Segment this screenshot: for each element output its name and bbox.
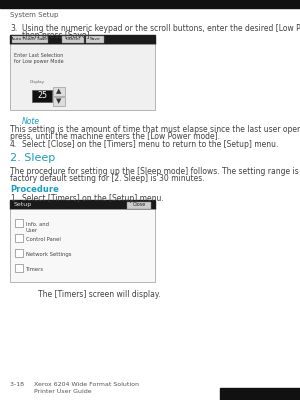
Text: User: User bbox=[26, 228, 38, 232]
Text: Procedure: Procedure bbox=[10, 185, 59, 194]
Text: for Low power Mode: for Low power Mode bbox=[14, 59, 64, 64]
Text: Select [Timers] on the [Setup] menu.: Select [Timers] on the [Setup] menu. bbox=[22, 194, 164, 203]
Text: 3-18     Xerox 6204 Wide Format Solution: 3-18 Xerox 6204 Wide Format Solution bbox=[10, 382, 139, 387]
Bar bbox=[15, 264, 23, 272]
Text: System Setup: System Setup bbox=[10, 12, 58, 18]
Text: factory default setting for [2. Sleep] is 30 minutes.: factory default setting for [2. Sleep] i… bbox=[10, 174, 205, 183]
Text: Timers: Timers bbox=[26, 267, 44, 272]
Text: then press [Save].: then press [Save]. bbox=[22, 30, 92, 40]
Text: Close: Close bbox=[132, 202, 146, 208]
Text: The [Timers] screen will display.: The [Timers] screen will display. bbox=[38, 290, 160, 299]
Bar bbox=[220, 388, 300, 400]
Text: 3.: 3. bbox=[10, 24, 17, 33]
Bar bbox=[86, 36, 104, 43]
Text: Control Panel: Control Panel bbox=[26, 237, 61, 242]
Text: Cancel: Cancel bbox=[66, 38, 80, 42]
Text: Select [Close] on the [Timers] menu to return to the [Setup] menu.: Select [Close] on the [Timers] menu to r… bbox=[22, 140, 278, 149]
Bar bbox=[53, 97, 65, 106]
Text: Setup: Setup bbox=[14, 202, 32, 207]
Text: Network Settings: Network Settings bbox=[26, 252, 71, 257]
Text: Display: Display bbox=[30, 80, 45, 84]
Bar bbox=[15, 249, 23, 257]
Bar bbox=[10, 200, 155, 209]
Text: Note: Note bbox=[22, 117, 40, 126]
Bar bbox=[15, 219, 23, 227]
Text: press, until the machine enters the [Low Power mode].: press, until the machine enters the [Low… bbox=[10, 132, 220, 141]
Text: 2. Sleep: 2. Sleep bbox=[10, 153, 55, 163]
Text: ▼: ▼ bbox=[56, 98, 62, 104]
Text: This setting is the amount of time that must elapse since the last user operatio: This setting is the amount of time that … bbox=[10, 125, 300, 134]
Bar bbox=[32, 90, 52, 102]
Text: Info. and: Info. and bbox=[26, 222, 49, 227]
Text: The procedure for setting up the [Sleep mode] follows. The setting range is 5 to: The procedure for setting up the [Sleep … bbox=[10, 167, 300, 176]
Bar bbox=[53, 87, 65, 96]
Text: Printer User Guide: Printer User Guide bbox=[10, 389, 92, 394]
Bar bbox=[15, 234, 23, 242]
Bar bbox=[10, 44, 155, 110]
Text: ▲: ▲ bbox=[56, 88, 62, 94]
Bar bbox=[0, 0, 300, 8]
Bar bbox=[127, 202, 151, 208]
Text: 4.: 4. bbox=[10, 140, 17, 149]
Text: Enter Last Selection: Enter Last Selection bbox=[14, 53, 63, 58]
Bar bbox=[10, 209, 155, 282]
Bar bbox=[62, 36, 84, 43]
Text: Save: Save bbox=[90, 38, 101, 42]
Text: Using the numeric keypad or the scroll buttons, enter the desired [Low Power Mod: Using the numeric keypad or the scroll b… bbox=[22, 24, 300, 33]
Bar bbox=[10, 35, 155, 44]
Text: 1.: 1. bbox=[10, 194, 17, 203]
Text: 25: 25 bbox=[37, 92, 47, 100]
Bar bbox=[12, 36, 48, 43]
Text: Auto Power Saver: Auto Power Saver bbox=[11, 38, 49, 42]
